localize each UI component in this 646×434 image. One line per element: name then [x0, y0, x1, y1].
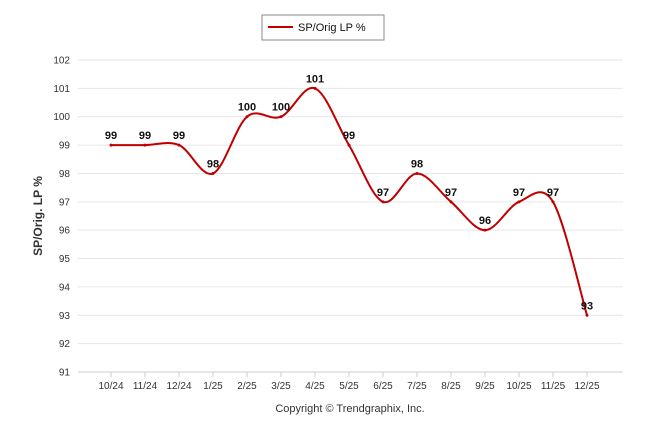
x-tick-label: 12/25 [574, 381, 599, 392]
copyright-credit: Copyright © Trendgraphix, Inc. [275, 403, 424, 415]
x-tick-label: 8/25 [441, 381, 461, 392]
data-label: 97 [445, 187, 457, 199]
data-label: 98 [411, 158, 423, 170]
data-point[interactable] [449, 200, 453, 204]
series-sp-orig-lp [109, 86, 589, 317]
data-point[interactable] [415, 171, 419, 175]
y-axis: 91 92 93 94 95 96 97 98 99 100 101 102 [53, 56, 70, 379]
x-tick-label: 10/25 [506, 381, 531, 392]
data-point[interactable] [551, 200, 555, 204]
y-tick-label: 91 [59, 368, 71, 379]
data-labels: 99 99 99 98 100 100 101 99 97 98 97 96 97 97 93 [105, 73, 593, 312]
y-tick-label: 94 [59, 282, 71, 293]
data-label: 97 [547, 187, 559, 199]
y-tick-label: 95 [59, 254, 71, 265]
data-point[interactable] [245, 115, 249, 119]
data-label: 98 [207, 158, 219, 170]
data-label: 97 [513, 187, 525, 199]
data-label: 101 [306, 73, 324, 85]
y-tick-label: 92 [59, 339, 71, 350]
x-tick-label: 6/25 [373, 381, 393, 392]
data-label: 99 [343, 130, 355, 142]
data-label: 96 [479, 215, 491, 227]
data-point[interactable] [381, 200, 385, 204]
data-point[interactable] [517, 200, 521, 204]
y-axis-title: SP/Orig. LP % [31, 176, 45, 256]
grid-lines [78, 59, 623, 373]
y-tick-label: 102 [53, 56, 70, 67]
x-tick-label: 3/25 [271, 381, 291, 392]
data-label: 100 [238, 102, 256, 114]
x-tick-label: 7/25 [407, 381, 427, 392]
x-tick-label: 11/24 [133, 381, 158, 392]
legend-label: SP/Orig LP % [298, 22, 366, 34]
data-label: 100 [272, 102, 290, 114]
y-tick-label: 99 [59, 141, 71, 152]
x-tick-label: 1/25 [203, 381, 223, 392]
data-label: 99 [105, 130, 117, 142]
y-tick-label: 98 [59, 169, 71, 180]
data-label: 97 [377, 187, 389, 199]
legend[interactable]: SP/Orig LP % [261, 14, 385, 41]
data-label: 93 [581, 300, 593, 312]
y-tick-label: 97 [59, 197, 71, 208]
data-label: 99 [139, 130, 151, 142]
data-point[interactable] [109, 143, 113, 147]
x-tick-label: 12/24 [166, 381, 191, 392]
data-point[interactable] [211, 171, 215, 175]
data-label: 99 [173, 130, 185, 142]
data-point[interactable] [177, 143, 181, 147]
y-tick-label: 96 [59, 226, 71, 237]
x-tick-label: 9/25 [475, 381, 495, 392]
data-point[interactable] [483, 228, 487, 232]
data-point[interactable] [585, 313, 589, 317]
y-tick-label: 100 [53, 112, 70, 123]
data-point[interactable] [313, 86, 317, 90]
x-tick-label: 2/25 [237, 381, 257, 392]
y-tick-label: 101 [53, 84, 70, 95]
y-tick-label: 93 [59, 311, 71, 322]
x-axis: 10/24 11/24 12/24 1/25 2/25 3/25 4/25 5/25 6/25 7… [78, 371, 623, 392]
data-point[interactable] [347, 143, 351, 147]
x-tick-label: 11/25 [541, 381, 566, 392]
x-tick-label: 10/24 [98, 381, 123, 392]
x-tick-label: 5/25 [339, 381, 359, 392]
data-point[interactable] [279, 115, 283, 119]
x-tick-label: 4/25 [305, 381, 325, 392]
data-point[interactable] [143, 143, 147, 147]
